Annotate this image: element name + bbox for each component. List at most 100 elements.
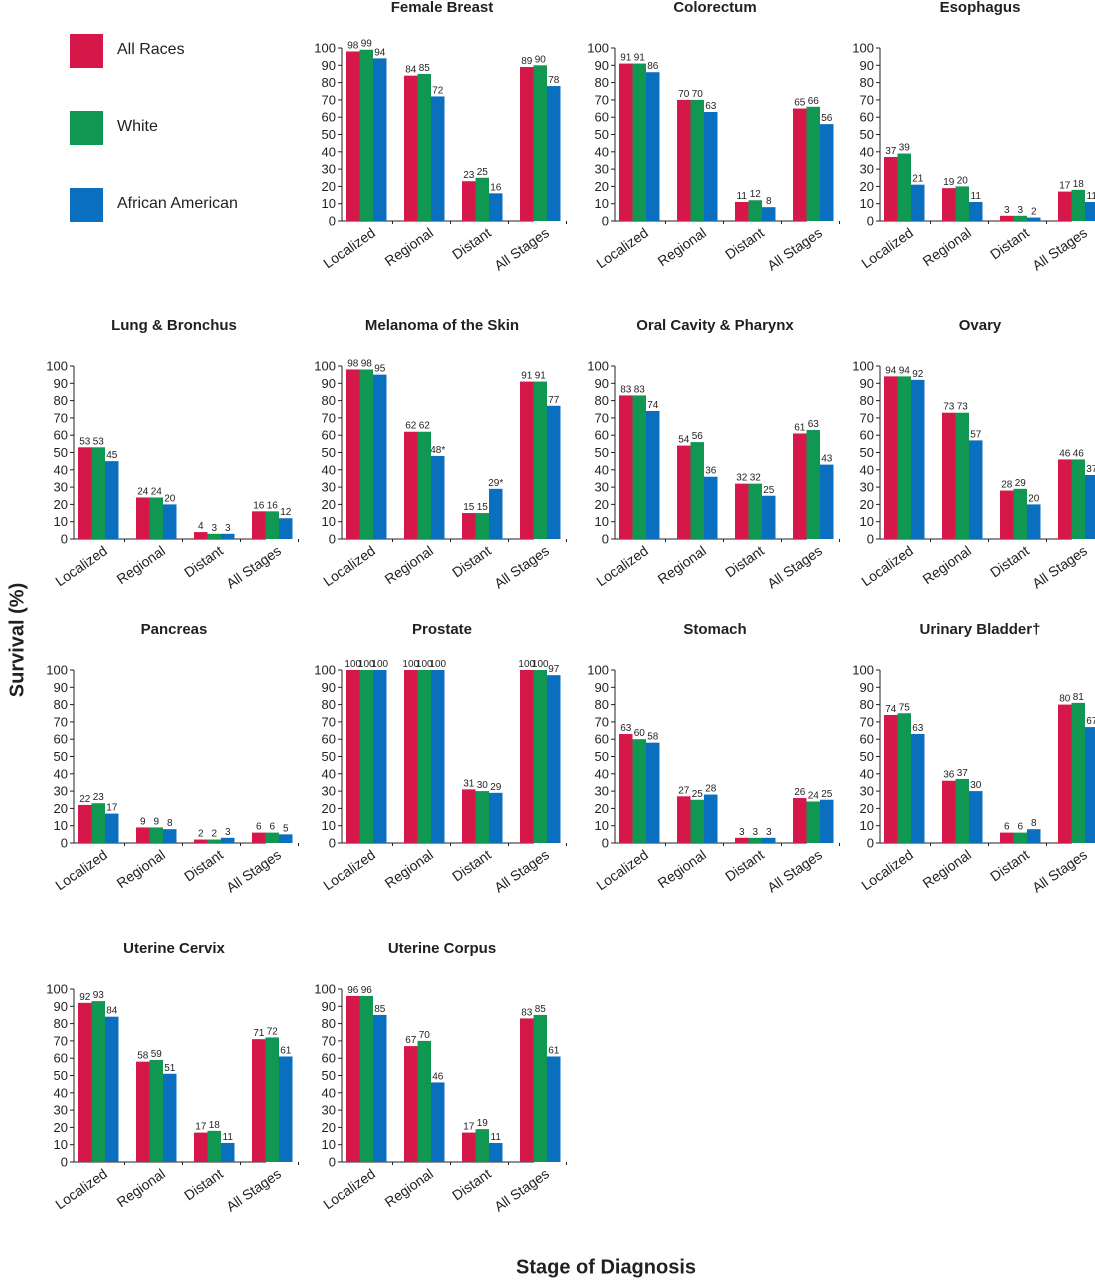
bar-value-label: 2 — [1031, 207, 1037, 218]
y-tick-label: 40 — [54, 1085, 68, 1100]
x-tick-label: Localized — [593, 846, 651, 893]
bar-value-label: 56 — [821, 113, 833, 124]
bar — [735, 483, 749, 539]
bar — [265, 832, 279, 843]
bar — [373, 1014, 387, 1162]
bar — [897, 153, 911, 221]
bar-value-label: 29* — [488, 478, 503, 489]
x-tick-label: Regional — [920, 224, 974, 269]
bar — [346, 369, 360, 539]
y-tick-label: 0 — [602, 836, 609, 851]
bar-value-label: 20 — [1028, 493, 1040, 504]
y-tick-label: 30 — [860, 784, 874, 799]
y-tick-label: 80 — [595, 393, 609, 408]
bar-value-label: 3 — [1004, 205, 1010, 216]
bar — [520, 670, 534, 843]
y-tick-label: 70 — [860, 714, 874, 729]
bar-value-label: 16 — [267, 500, 279, 511]
y-tick-label: 100 — [852, 41, 874, 56]
bar-value-label: 46 — [1073, 448, 1085, 459]
y-tick-label: 90 — [860, 376, 874, 391]
bar-value-label: 20 — [164, 493, 176, 504]
y-tick-label: 10 — [595, 514, 609, 529]
bar — [1013, 832, 1027, 843]
bar — [942, 780, 956, 843]
bar-value-label: 25 — [477, 167, 489, 178]
y-tick-label: 80 — [860, 697, 874, 712]
y-tick-label: 60 — [595, 732, 609, 747]
y-tick-label: 100 — [46, 982, 68, 997]
bar-value-label: 70 — [419, 1030, 431, 1041]
bar-value-label: 65 — [794, 98, 806, 109]
bar — [820, 124, 834, 221]
bar — [1000, 215, 1014, 221]
chart-title: Female Breast — [391, 0, 494, 16]
x-tick-label: Distant — [181, 846, 226, 884]
bar-value-label: 84 — [106, 1006, 118, 1017]
y-tick-label: 70 — [860, 410, 874, 425]
bar — [252, 832, 266, 843]
y-tick-label: 30 — [595, 162, 609, 177]
x-tick-label: Regional — [655, 846, 709, 891]
y-tick-label: 0 — [867, 836, 874, 851]
bar-value-label: 37 — [885, 146, 897, 157]
x-tick-label: Localized — [858, 224, 916, 271]
bar-value-label: 18 — [1073, 179, 1085, 190]
bar — [404, 431, 418, 539]
bar — [1013, 215, 1027, 221]
legend-label: All Races — [117, 41, 185, 58]
bar-value-label: 90 — [535, 54, 547, 65]
bar-value-label: 53 — [93, 436, 105, 447]
bar-value-label: 17 — [1059, 181, 1071, 192]
bar — [417, 431, 431, 539]
bar-value-label: 59 — [151, 1049, 163, 1060]
bar — [252, 1039, 266, 1162]
bar-value-label: 100 — [371, 659, 388, 670]
bar-value-label: 62 — [419, 421, 431, 432]
bar — [533, 381, 547, 539]
bar-value-label: 91 — [535, 371, 547, 382]
bar — [677, 796, 691, 843]
bar — [762, 495, 776, 539]
bar-value-label: 92 — [912, 369, 924, 380]
bar-value-label: 100 — [429, 659, 446, 670]
bar-value-label: 23 — [93, 792, 105, 803]
bar-value-label: 100 — [402, 659, 419, 670]
bar-value-label: 91 — [634, 53, 646, 64]
bar — [279, 834, 293, 843]
bar — [1085, 727, 1095, 843]
x-tick-label: Localized — [858, 846, 916, 893]
y-tick-label: 10 — [860, 196, 874, 211]
bar-value-label: 17 — [463, 1122, 475, 1133]
bar-value-label: 98 — [361, 358, 373, 369]
bar-value-label: 19 — [477, 1118, 489, 1129]
y-tick-label: 20 — [595, 179, 609, 194]
bar — [221, 1142, 235, 1162]
bar-value-label: 94 — [374, 47, 386, 58]
x-tick-label: All Stages — [491, 1165, 552, 1214]
bar — [163, 504, 177, 539]
bar-value-label: 74 — [885, 704, 897, 715]
bar-value-label: 3 — [739, 827, 745, 838]
bar-value-label: 61 — [548, 1045, 560, 1056]
bar-value-label: 11 — [491, 1132, 502, 1143]
bar — [91, 447, 105, 539]
y-tick-label: 80 — [860, 393, 874, 408]
legend-swatch-all-races — [70, 34, 103, 68]
bar-value-label: 60 — [634, 728, 646, 739]
bar — [632, 395, 646, 539]
y-tick-label: 60 — [595, 428, 609, 443]
y-tick-label: 100 — [314, 359, 336, 374]
y-tick-label: 30 — [595, 784, 609, 799]
y-tick-label: 40 — [322, 1085, 336, 1100]
y-tick-label: 40 — [322, 144, 336, 159]
y-tick-label: 90 — [860, 58, 874, 73]
y-tick-label: 0 — [61, 1155, 68, 1170]
bar — [1013, 488, 1027, 539]
y-tick-label: 40 — [54, 766, 68, 781]
x-tick-label: Regional — [114, 846, 168, 891]
bar — [221, 837, 235, 843]
bar — [1027, 829, 1041, 843]
legend-item-african-american: African American — [70, 188, 310, 222]
x-tick-label: Localized — [593, 542, 651, 589]
